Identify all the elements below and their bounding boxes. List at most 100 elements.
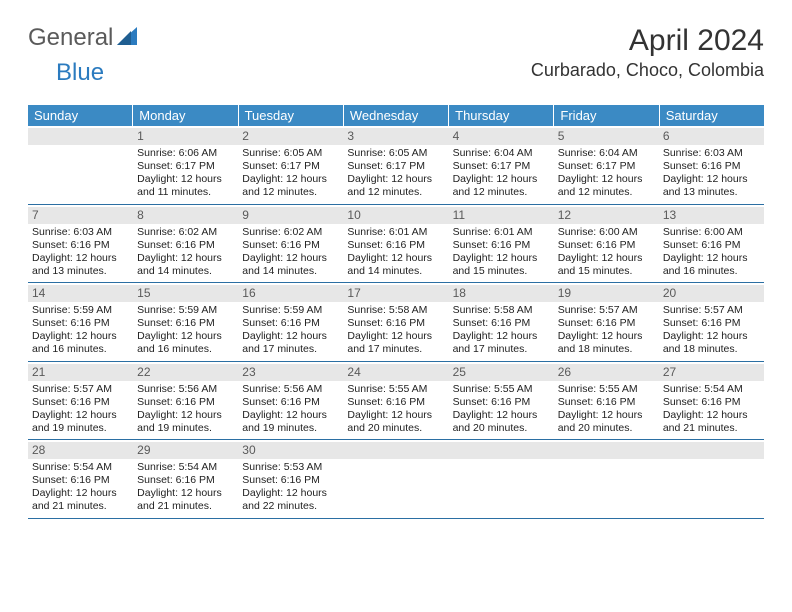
daylight-text: and 15 minutes. (453, 265, 550, 278)
sunrise-text: Sunrise: 5:57 AM (663, 304, 760, 317)
calendar-day-cell (449, 440, 554, 518)
calendar-day-cell: 26Sunrise: 5:55 AMSunset: 6:16 PMDayligh… (554, 362, 659, 440)
daylight-text: and 14 minutes. (347, 265, 444, 278)
day-number: 16 (238, 285, 343, 302)
daylight-text: Daylight: 12 hours (558, 252, 655, 265)
sunset-text: Sunset: 6:16 PM (137, 317, 234, 330)
calendar-day-cell: 5Sunrise: 6:04 AMSunset: 6:17 PMDaylight… (554, 126, 659, 204)
day-number: 24 (343, 364, 448, 381)
location-text: Curbarado, Choco, Colombia (531, 60, 764, 81)
sunrise-text: Sunrise: 5:59 AM (32, 304, 129, 317)
daylight-text: Daylight: 12 hours (663, 330, 760, 343)
daylight-text: Daylight: 12 hours (663, 409, 760, 422)
sunset-text: Sunset: 6:16 PM (137, 474, 234, 487)
calendar-day-cell: 8Sunrise: 6:02 AMSunset: 6:16 PMDaylight… (133, 205, 238, 283)
calendar-day-cell: 24Sunrise: 5:55 AMSunset: 6:16 PMDayligh… (343, 362, 448, 440)
daylight-text: and 20 minutes. (347, 422, 444, 435)
day-number: 26 (554, 364, 659, 381)
sunset-text: Sunset: 6:16 PM (558, 396, 655, 409)
sunrise-text: Sunrise: 5:54 AM (137, 461, 234, 474)
sunrise-text: Sunrise: 6:02 AM (242, 226, 339, 239)
sunset-text: Sunset: 6:17 PM (558, 160, 655, 173)
day-number: 7 (28, 207, 133, 224)
calendar-day-cell: 28Sunrise: 5:54 AMSunset: 6:16 PMDayligh… (28, 440, 133, 518)
daylight-text: Daylight: 12 hours (558, 173, 655, 186)
calendar-day-cell: 10Sunrise: 6:01 AMSunset: 6:16 PMDayligh… (343, 205, 448, 283)
daylight-text: and 12 minutes. (558, 186, 655, 199)
day-number: 22 (133, 364, 238, 381)
calendar-day-cell: 1Sunrise: 6:06 AMSunset: 6:17 PMDaylight… (133, 126, 238, 204)
daylight-text: and 16 minutes. (32, 343, 129, 356)
daylight-text: Daylight: 12 hours (453, 330, 550, 343)
calendar-day-cell: 20Sunrise: 5:57 AMSunset: 6:16 PMDayligh… (659, 283, 764, 361)
sunset-text: Sunset: 6:16 PM (558, 239, 655, 252)
sunset-text: Sunset: 6:16 PM (242, 239, 339, 252)
calendar-day-cell: 7Sunrise: 6:03 AMSunset: 6:16 PMDaylight… (28, 205, 133, 283)
daylight-text: Daylight: 12 hours (137, 173, 234, 186)
weekday-header: Tuesday (239, 105, 344, 126)
daylight-text: and 17 minutes. (242, 343, 339, 356)
day-number: 6 (659, 128, 764, 145)
daylight-text: and 16 minutes. (663, 265, 760, 278)
sunrise-text: Sunrise: 5:56 AM (137, 383, 234, 396)
daylight-text: Daylight: 12 hours (242, 487, 339, 500)
calendar-day-cell (554, 440, 659, 518)
day-number: 14 (28, 285, 133, 302)
calendar-day-cell: 9Sunrise: 6:02 AMSunset: 6:16 PMDaylight… (238, 205, 343, 283)
calendar-day-cell: 13Sunrise: 6:00 AMSunset: 6:16 PMDayligh… (659, 205, 764, 283)
sunrise-text: Sunrise: 6:04 AM (558, 147, 655, 160)
weekday-header: Monday (133, 105, 238, 126)
calendar-day-cell: 19Sunrise: 5:57 AMSunset: 6:16 PMDayligh… (554, 283, 659, 361)
sunrise-text: Sunrise: 5:59 AM (242, 304, 339, 317)
sunrise-text: Sunrise: 5:55 AM (453, 383, 550, 396)
sunrise-text: Sunrise: 6:01 AM (453, 226, 550, 239)
day-number: 4 (449, 128, 554, 145)
calendar-day-cell: 6Sunrise: 6:03 AMSunset: 6:16 PMDaylight… (659, 126, 764, 204)
logo: General (28, 24, 139, 52)
sunset-text: Sunset: 6:16 PM (347, 239, 444, 252)
daylight-text: Daylight: 12 hours (242, 173, 339, 186)
sunset-text: Sunset: 6:16 PM (453, 317, 550, 330)
day-number: 12 (554, 207, 659, 224)
day-number (659, 442, 764, 459)
weekday-header: Thursday (449, 105, 554, 126)
sunrise-text: Sunrise: 5:54 AM (663, 383, 760, 396)
day-number: 10 (343, 207, 448, 224)
day-number (343, 442, 448, 459)
sunset-text: Sunset: 6:16 PM (453, 239, 550, 252)
sunset-text: Sunset: 6:16 PM (32, 317, 129, 330)
daylight-text: and 21 minutes. (137, 500, 234, 513)
day-number: 25 (449, 364, 554, 381)
sunrise-text: Sunrise: 5:56 AM (242, 383, 339, 396)
sunset-text: Sunset: 6:17 PM (453, 160, 550, 173)
daylight-text: and 18 minutes. (663, 343, 760, 356)
daylight-text: and 21 minutes. (663, 422, 760, 435)
daylight-text: and 15 minutes. (558, 265, 655, 278)
day-number (449, 442, 554, 459)
day-number: 20 (659, 285, 764, 302)
calendar-day-cell (343, 440, 448, 518)
sunset-text: Sunset: 6:16 PM (242, 396, 339, 409)
daylight-text: Daylight: 12 hours (242, 252, 339, 265)
month-title: April 2024 (531, 24, 764, 58)
calendar-day-cell (28, 126, 133, 204)
calendar-week-row: 7Sunrise: 6:03 AMSunset: 6:16 PMDaylight… (28, 205, 764, 284)
calendar-day-cell: 17Sunrise: 5:58 AMSunset: 6:16 PMDayligh… (343, 283, 448, 361)
calendar-day-cell: 22Sunrise: 5:56 AMSunset: 6:16 PMDayligh… (133, 362, 238, 440)
calendar-day-cell: 27Sunrise: 5:54 AMSunset: 6:16 PMDayligh… (659, 362, 764, 440)
sunset-text: Sunset: 6:16 PM (347, 317, 444, 330)
sunset-text: Sunset: 6:16 PM (242, 317, 339, 330)
logo-text-general: General (28, 24, 113, 52)
title-block: April 2024 Curbarado, Choco, Colombia (531, 24, 764, 81)
daylight-text: and 22 minutes. (242, 500, 339, 513)
day-number: 18 (449, 285, 554, 302)
sunrise-text: Sunrise: 6:03 AM (32, 226, 129, 239)
sunset-text: Sunset: 6:16 PM (32, 239, 129, 252)
daylight-text: Daylight: 12 hours (663, 173, 760, 186)
day-number: 3 (343, 128, 448, 145)
calendar-day-cell: 29Sunrise: 5:54 AMSunset: 6:16 PMDayligh… (133, 440, 238, 518)
sunrise-text: Sunrise: 6:00 AM (558, 226, 655, 239)
day-number: 27 (659, 364, 764, 381)
sunrise-text: Sunrise: 5:57 AM (32, 383, 129, 396)
sunset-text: Sunset: 6:16 PM (32, 396, 129, 409)
